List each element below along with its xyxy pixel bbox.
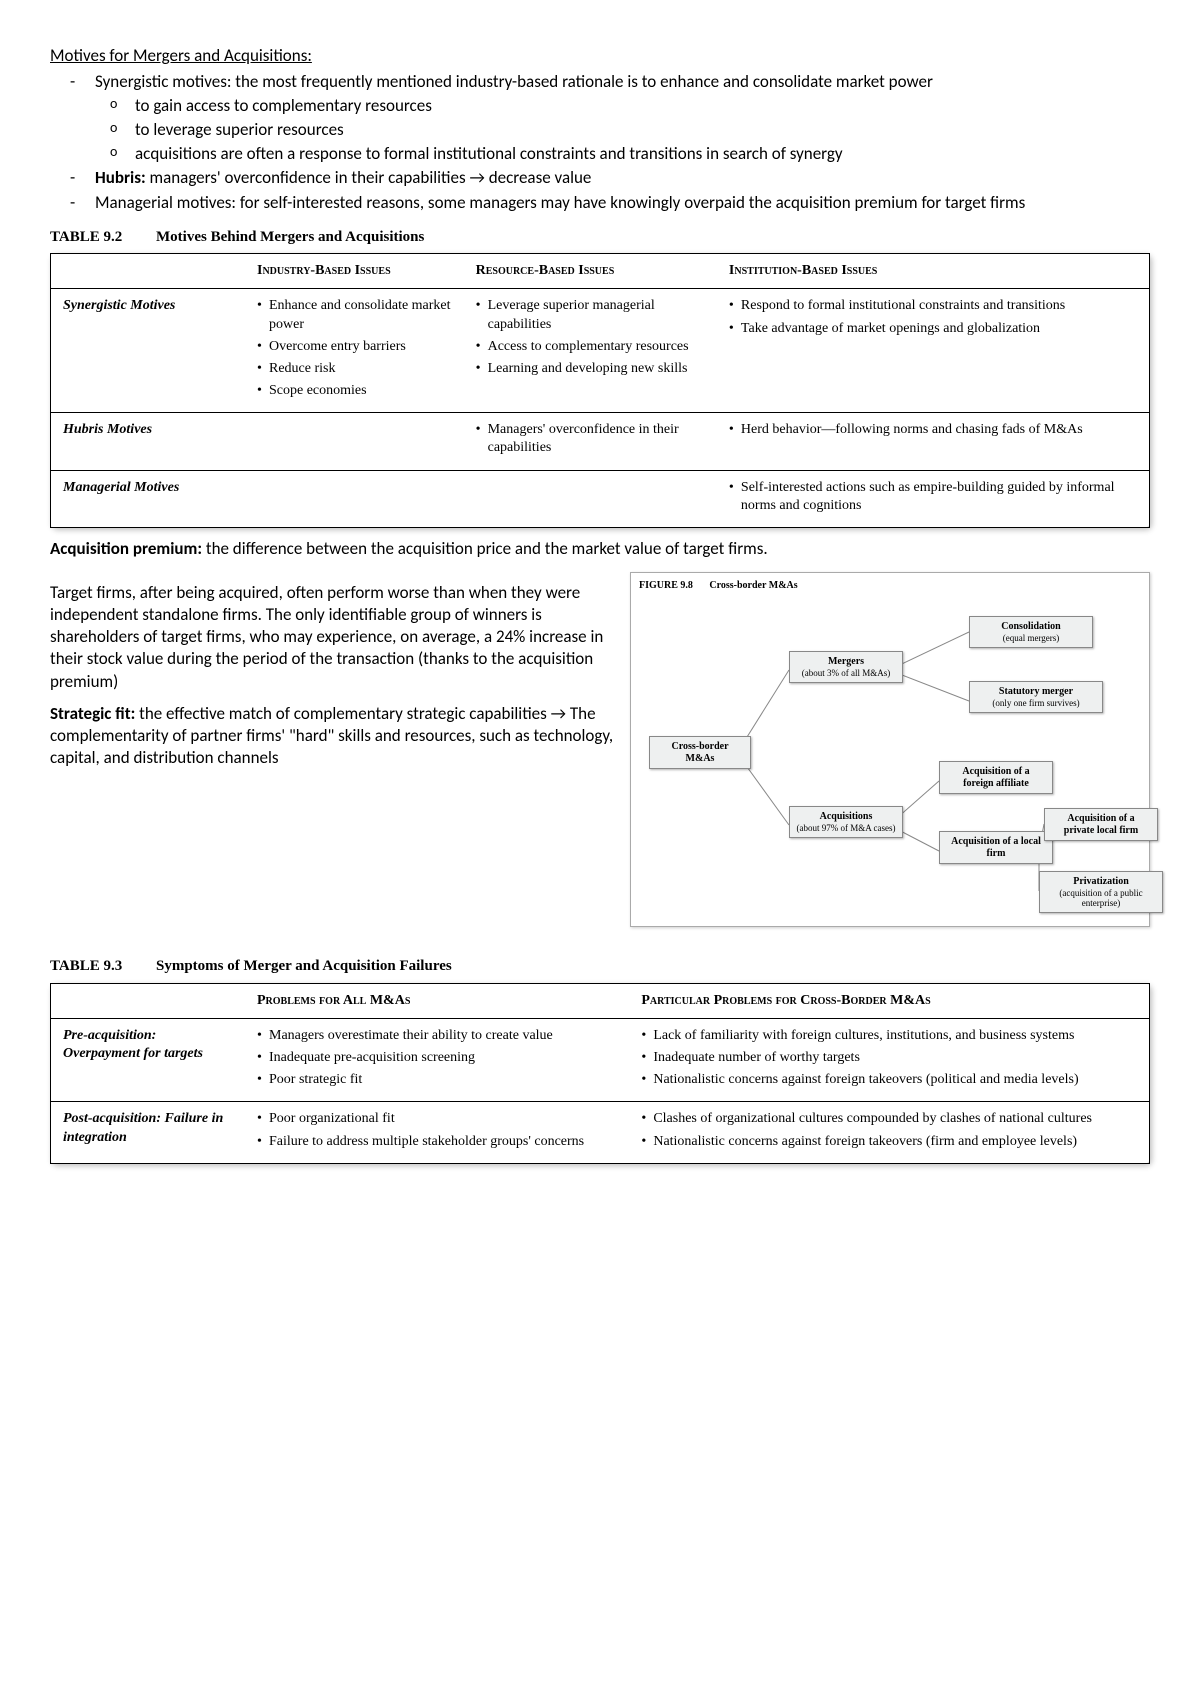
table-cell: Herd behavior—following norms and chasin… <box>717 413 1150 470</box>
table-9-3-grid: Problems for All M&AsParticular Problems… <box>50 983 1150 1164</box>
table-header: Problems for All M&As <box>245 983 629 1018</box>
cell-bullet: Leverage superior managerial capabilitie… <box>476 297 705 333</box>
table-cell: Managers overestimate their ability to c… <box>245 1018 629 1102</box>
hubris-label: Hubris: <box>95 167 146 188</box>
diagram-node: Acquisition of a local firm <box>939 831 1053 864</box>
bullet-synergistic: Synergistic motives: the most frequently… <box>95 71 1150 165</box>
table-cell: Respond to formal institutional constrai… <box>717 289 1150 413</box>
cell-bullet: Respond to formal institutional constrai… <box>729 297 1137 315</box>
cell-bullet: Managers overestimate their ability to c… <box>257 1027 617 1045</box>
table-cell: Lack of familiarity with foreign culture… <box>629 1018 1149 1102</box>
cell-bullet: Take advantage of market openings and gl… <box>729 320 1137 338</box>
table-9-2-grid: Industry-Based IssuesResource-Based Issu… <box>50 253 1150 528</box>
diagram-node: Acquisitions(about 97% of M&A cases) <box>789 806 903 838</box>
table-cell: Leverage superior managerial capabilitie… <box>464 289 717 413</box>
cell-bullet: Poor strategic fit <box>257 1071 617 1089</box>
table-cell: Managers' overconfidence in their capabi… <box>464 413 717 470</box>
cell-bullet: Learning and developing new skills <box>476 360 705 378</box>
diagram-node: Acquisition of a foreign affiliate <box>939 761 1053 794</box>
cell-bullet: Inadequate pre-acquisition screening <box>257 1049 617 1067</box>
strategic-fit-label: Strategic fit: <box>50 703 135 724</box>
cell-bullet: Access to complementary resources <box>476 338 705 356</box>
table-header: Particular Problems for Cross-Border M&A… <box>629 983 1149 1018</box>
acquisition-premium-para: Acquisition premium: the difference betw… <box>50 538 1150 560</box>
table-9-3: TABLE 9.3 Symptoms of Merger and Acquisi… <box>50 957 1150 1164</box>
target-firms-para: Target firms, after being acquired, ofte… <box>50 582 616 692</box>
cell-bullet: Poor organizational fit <box>257 1110 617 1128</box>
row-label: Post-acquisition: Failure in integration <box>51 1102 246 1163</box>
row-label: Managerial Motives <box>51 470 246 527</box>
cell-bullet: Managers' overconfidence in their capabi… <box>476 421 705 457</box>
table-cell <box>245 413 464 470</box>
bullet-hubris: Hubris: managers' overconfidence in thei… <box>95 167 1150 189</box>
table-cell: Self-interested actions such as empire-b… <box>717 470 1150 527</box>
sub-item: to gain access to complementary resource… <box>135 95 1150 117</box>
table-cell: Enhance and consolidate market power Over… <box>245 289 464 413</box>
cell-bullet: Clashes of organizational cultures compo… <box>641 1110 1137 1128</box>
cell-bullet: Nationalistic concerns against foreign t… <box>641 1133 1137 1151</box>
row-label: Pre-acquisition: Overpayment for targets <box>51 1018 246 1102</box>
acq-premium-label: Acquisition premium: <box>50 538 202 559</box>
figure-canvas: Cross-border M&As Mergers(about 3% of all… <box>639 596 1139 916</box>
table-header <box>51 254 246 289</box>
strategic-fit-para: Strategic fit: the effective match of co… <box>50 703 616 769</box>
table-title: Symptoms of Merger and Acquisition Failu… <box>156 958 452 974</box>
diagram-node: Cross-border M&As <box>649 736 751 769</box>
acq-premium-text: the difference between the acquisition p… <box>202 538 768 559</box>
two-column-section: Target firms, after being acquired, ofte… <box>50 572 1150 927</box>
table-9-2-caption: TABLE 9.2 Motives Behind Mergers and Acq… <box>50 228 1150 248</box>
row-label: Hubris Motives <box>51 413 246 470</box>
table-cell: Clashes of organizational cultures compo… <box>629 1102 1149 1163</box>
row-label: Synergistic Motives <box>51 289 246 413</box>
sub-item: acquisitions are often a response to for… <box>135 143 1150 165</box>
cell-bullet: Overcome entry barriers <box>257 338 452 356</box>
cell-bullet: Nationalistic concerns against foreign t… <box>641 1071 1137 1089</box>
table-9-3-caption: TABLE 9.3 Symptoms of Merger and Acquisi… <box>50 957 1150 977</box>
table-number: TABLE 9.3 <box>50 958 122 974</box>
table-9-2: TABLE 9.2 Motives Behind Mergers and Acq… <box>50 228 1150 528</box>
table-header: Institution-Based Issues <box>717 254 1150 289</box>
cell-bullet: Self-interested actions such as empire-b… <box>729 479 1137 515</box>
diagram-node: Statutory merger(only one firm survives) <box>969 681 1103 713</box>
figure-caption: FIGURE 9.8 Cross-border M&As <box>639 579 1141 592</box>
motives-list: Synergistic motives: the most frequently… <box>50 71 1150 214</box>
cell-bullet: Lack of familiarity with foreign culture… <box>641 1027 1137 1045</box>
diagram-node: Privatization(acquisition of a public en… <box>1039 871 1163 913</box>
diagram-node: Consolidation(equal mergers) <box>969 616 1093 648</box>
figure-title: Cross-border M&As <box>709 580 797 591</box>
sub-item: to leverage superior resources <box>135 119 1150 141</box>
table-cell <box>245 470 464 527</box>
cell-bullet: Failure to address multiple stakeholder … <box>257 1133 617 1151</box>
cell-bullet: Enhance and consolidate market power <box>257 297 452 333</box>
table-cell <box>464 470 717 527</box>
cell-bullet: Scope economies <box>257 382 452 400</box>
diagram-node: Mergers(about 3% of all M&As) <box>789 651 903 683</box>
hubris-text: managers' overconfidence in their capabi… <box>146 167 592 188</box>
strategic-fit-text: the effective match of complementary str… <box>50 703 613 768</box>
table-header: Industry-Based Issues <box>245 254 464 289</box>
bullet-managerial: Managerial motives: for self-interested … <box>95 192 1150 214</box>
bullet-synergistic-text: Synergistic motives: the most frequently… <box>95 71 933 92</box>
figure-9-8: FIGURE 9.8 Cross-border M&As Cross-borde… <box>630 572 1150 927</box>
table-title: Motives Behind Mergers and Acquisitions <box>156 229 424 245</box>
table-number: TABLE 9.2 <box>50 229 122 245</box>
figure-number: FIGURE 9.8 <box>639 580 693 591</box>
cell-bullet: Inadequate number of worthy targets <box>641 1049 1137 1067</box>
synergistic-sublist: to gain access to complementary resource… <box>95 95 1150 165</box>
table-header: Resource-Based Issues <box>464 254 717 289</box>
cell-bullet: Reduce risk <box>257 360 452 378</box>
cell-bullet: Herd behavior—following norms and chasin… <box>729 421 1137 439</box>
diagram-node: Acquisition of a private local firm <box>1044 808 1158 841</box>
section-heading: Motives for Mergers and Acquisitions: <box>50 45 1150 67</box>
table-cell: Poor organizational fit Failure to addres… <box>245 1102 629 1163</box>
table-header <box>51 983 246 1018</box>
